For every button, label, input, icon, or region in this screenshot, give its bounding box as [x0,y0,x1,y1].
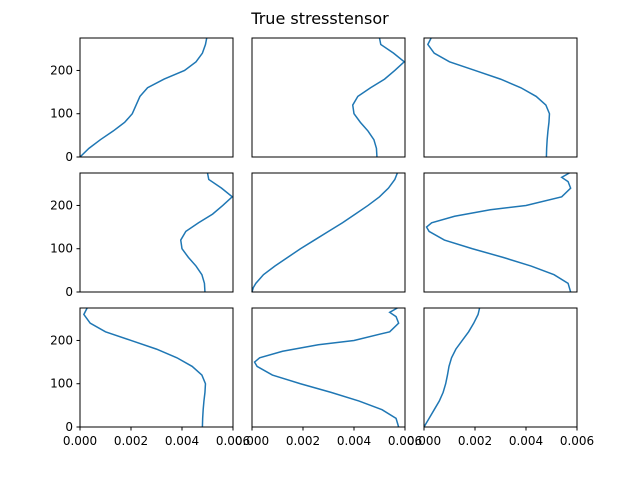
subplot-r3c2: 0.000 0.002 0.004 0.006 [235,307,422,448]
x-tick-label-r3c3-1: 0.002 [458,434,492,448]
axes-frame-r2c3 [423,172,578,293]
y-tick-label-r1c1-1: 100 [50,107,73,121]
series-line-r3c3 [423,307,481,428]
subplot-r1c1: 0 100 200 [50,37,234,164]
series-line-r1c3 [426,37,551,158]
axes-frame-r3c3 [423,307,578,428]
axes-frame-r3c2 [251,307,406,428]
axes-frame-r1c1 [79,37,234,158]
subplot-r3c1: 0 100 200 0.000 0.002 0.004 0.006 [50,307,250,448]
x-tick-label-r3c2-1: 0.002 [286,434,320,448]
axes-frame-r2c2 [251,172,406,293]
x-tick-label-r3c2-0: 0.000 [235,434,269,448]
x-tick-label-r3c1-0: 0.000 [63,434,97,448]
y-tick-label-r3c1-0: 0 [65,420,73,434]
y-tick-label-r3c1-2: 200 [50,333,73,347]
y-tick-label-r2c1-2: 200 [50,198,73,212]
x-tick-label-r3c1-2: 0.004 [165,434,199,448]
subplot-r2c2 [251,172,406,293]
series-line-r1c2 [351,37,406,158]
series-line-r2c1 [179,172,234,293]
y-tick-label-r2c1-0: 0 [65,285,73,299]
x-tick-label-r3c1-3: 0.006 [216,434,250,448]
x-tick-label-r3c3-2: 0.004 [509,434,543,448]
subplot-r2c1: 0 100 200 [50,172,234,299]
series-line-r3c2 [253,307,400,428]
subplot-r2c3 [423,172,578,293]
x-tick-label-r3c2-2: 0.004 [337,434,371,448]
subplot-r1c3 [423,37,578,158]
x-tick-label-r3c1-1: 0.002 [114,434,148,448]
axes-frame-r1c2 [251,37,406,158]
figure-title: True stresstensor [250,9,389,28]
y-tick-label-r1c1-0: 0 [65,150,73,164]
y-tick-label-r2c1-1: 100 [50,242,73,256]
subplot-r1c2 [251,37,406,158]
subplot-r3c3: 0.000 0.002 0.004 0.006 [407,307,594,448]
series-line-r3c1 [82,307,207,428]
series-line-r2c2 [251,172,399,293]
y-tick-label-r1c1-2: 200 [50,63,73,77]
series-line-r1c1 [79,37,208,158]
y-tick-label-r3c1-1: 100 [50,377,73,391]
x-tick-label-r3c2-3: 0.006 [388,434,422,448]
axes-frame-r3c1 [79,307,234,428]
x-tick-label-r3c3-0: 0.000 [407,434,441,448]
axes-frame-r1c3 [423,37,578,158]
axes-frame-r2c1 [79,172,234,293]
x-tick-label-r3c3-3: 0.006 [560,434,594,448]
series-line-r2c3 [425,172,572,293]
